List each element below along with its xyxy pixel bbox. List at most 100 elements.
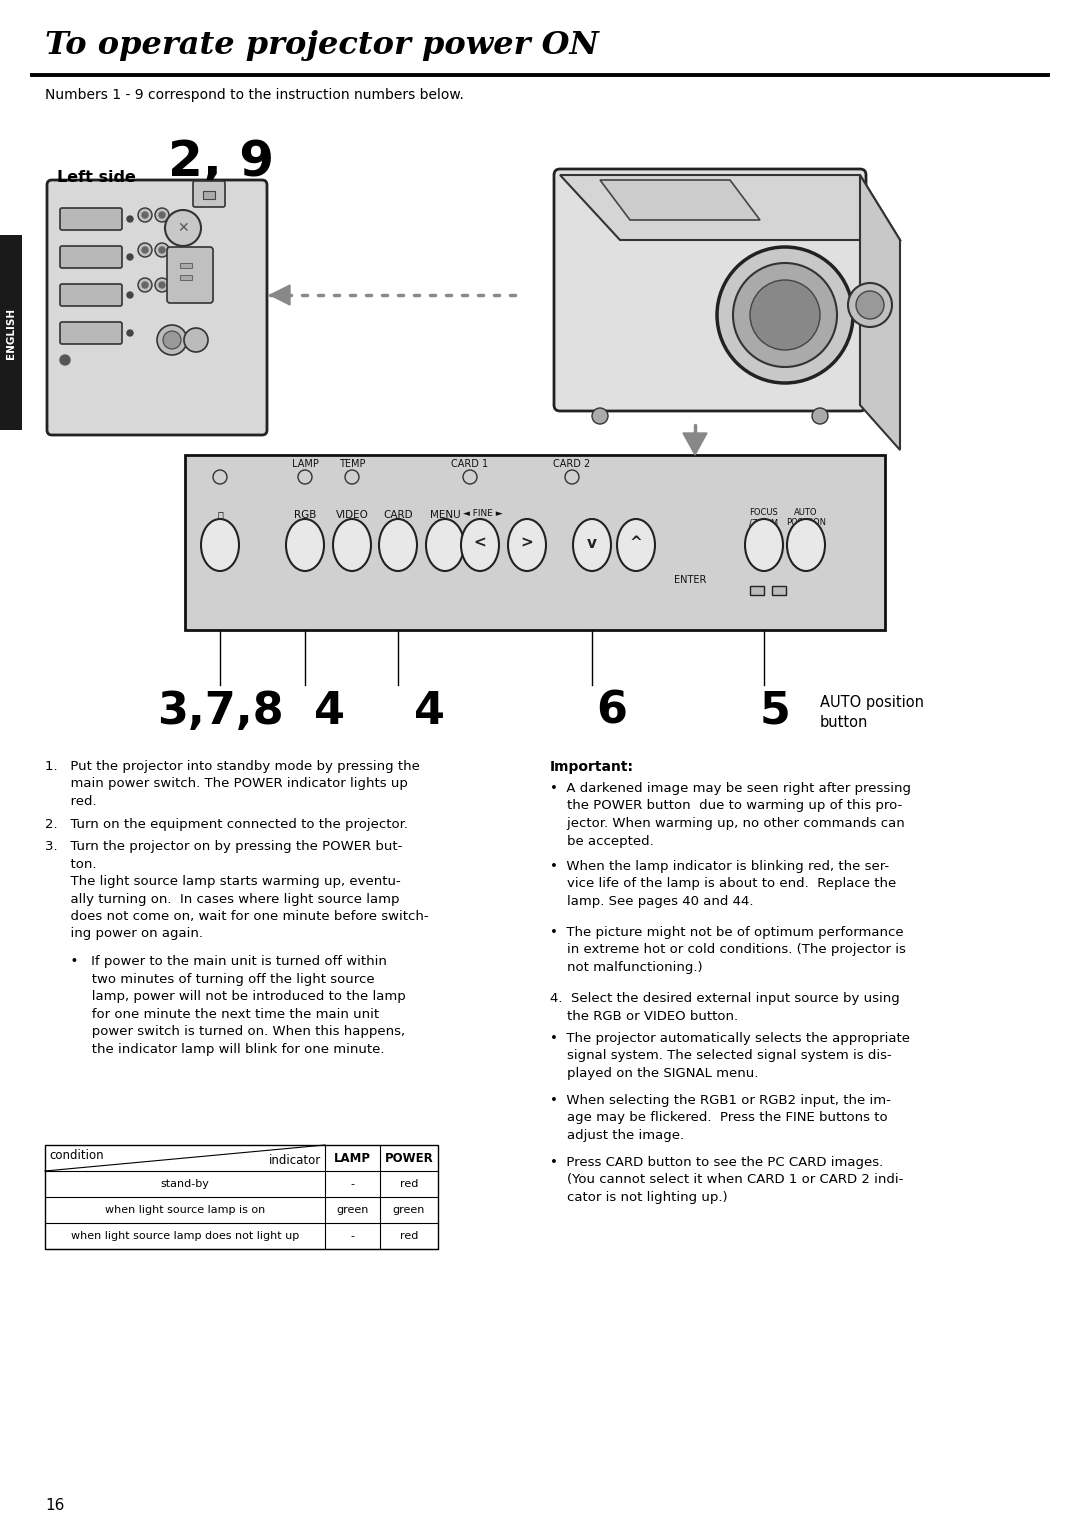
Text: when light source lamp does not light up: when light source lamp does not light up xyxy=(71,1232,299,1241)
Text: VIDEO: VIDEO xyxy=(336,510,368,520)
Bar xyxy=(0,235,22,429)
Polygon shape xyxy=(860,176,900,451)
Text: ◄ FINE ►: ◄ FINE ► xyxy=(463,509,503,518)
Text: when light source lamp is on: when light source lamp is on xyxy=(105,1206,265,1215)
Circle shape xyxy=(141,212,148,219)
Circle shape xyxy=(138,278,152,292)
Circle shape xyxy=(812,408,828,423)
Circle shape xyxy=(159,248,165,254)
Circle shape xyxy=(717,248,853,384)
Text: 3,7,8: 3,7,8 xyxy=(157,691,283,733)
Ellipse shape xyxy=(286,520,324,571)
Circle shape xyxy=(156,243,168,257)
Ellipse shape xyxy=(617,520,654,571)
Text: red: red xyxy=(400,1180,418,1189)
Polygon shape xyxy=(270,286,291,306)
Bar xyxy=(203,191,215,199)
Ellipse shape xyxy=(201,520,239,571)
FancyBboxPatch shape xyxy=(60,208,122,231)
Circle shape xyxy=(127,254,133,260)
Text: 4.  Select the desired external input source by using
    the RGB or VIDEO butto: 4. Select the desired external input sou… xyxy=(550,992,900,1022)
Circle shape xyxy=(157,325,187,354)
FancyBboxPatch shape xyxy=(60,246,122,267)
Ellipse shape xyxy=(426,520,464,571)
Circle shape xyxy=(127,215,133,222)
Polygon shape xyxy=(600,180,760,220)
FancyBboxPatch shape xyxy=(60,322,122,344)
Text: ^: ^ xyxy=(630,535,643,550)
Circle shape xyxy=(345,471,359,484)
Ellipse shape xyxy=(573,520,611,571)
Circle shape xyxy=(592,408,608,423)
Text: ✕: ✕ xyxy=(177,222,189,235)
Text: 16: 16 xyxy=(45,1497,65,1513)
Ellipse shape xyxy=(379,520,417,571)
Circle shape xyxy=(856,290,885,319)
Text: 4: 4 xyxy=(415,691,446,733)
Text: 1.   Put the projector into standby mode by pressing the
      main power switch: 1. Put the projector into standby mode b… xyxy=(45,759,420,808)
Text: •  The picture might not be of optimum performance
    in extreme hot or cold co: • The picture might not be of optimum pe… xyxy=(550,926,906,973)
Text: 2.   Turn on the equipment connected to the projector.: 2. Turn on the equipment connected to th… xyxy=(45,817,408,831)
FancyBboxPatch shape xyxy=(60,284,122,306)
FancyBboxPatch shape xyxy=(167,248,213,303)
Circle shape xyxy=(163,332,181,348)
Text: •  Press CARD button to see the PC CARD images.
    (You cannot select it when C: • Press CARD button to see the PC CARD i… xyxy=(550,1157,903,1204)
Circle shape xyxy=(463,471,477,484)
Text: LAMP: LAMP xyxy=(292,458,319,469)
Text: FOCUS
/ZOOM: FOCUS /ZOOM xyxy=(750,507,779,527)
Text: TEMP: TEMP xyxy=(339,458,365,469)
Text: Important:: Important: xyxy=(550,759,634,775)
Text: RGB: RGB xyxy=(294,510,316,520)
Text: 3.   Turn the projector on by pressing the POWER but-
      ton.
      The light: 3. Turn the projector on by pressing the… xyxy=(45,840,429,941)
Circle shape xyxy=(565,471,579,484)
Text: ENGLISH: ENGLISH xyxy=(6,307,16,359)
Text: •  When the lamp indicator is blinking red, the ser-
    vice life of the lamp i: • When the lamp indicator is blinking re… xyxy=(550,860,896,908)
Text: -: - xyxy=(351,1180,354,1189)
Text: Numbers 1 - 9 correspond to the instruction numbers below.: Numbers 1 - 9 correspond to the instruct… xyxy=(45,89,464,102)
Ellipse shape xyxy=(461,520,499,571)
Text: 2, 9: 2, 9 xyxy=(168,138,274,186)
Text: LAMP: LAMP xyxy=(334,1152,372,1164)
Circle shape xyxy=(156,278,168,292)
Text: ⏻: ⏻ xyxy=(217,510,222,520)
Text: v: v xyxy=(588,535,597,550)
Text: -: - xyxy=(351,1232,354,1241)
Ellipse shape xyxy=(333,520,372,571)
Text: stand-by: stand-by xyxy=(161,1180,210,1189)
Bar xyxy=(180,275,192,280)
Ellipse shape xyxy=(508,520,546,571)
Text: •  The projector automatically selects the appropriate
    signal system. The se: • The projector automatically selects th… xyxy=(550,1031,910,1080)
Circle shape xyxy=(750,280,820,350)
Text: 4: 4 xyxy=(314,691,346,733)
Text: indicator: indicator xyxy=(269,1154,321,1167)
Ellipse shape xyxy=(745,520,783,571)
Bar xyxy=(185,455,885,630)
Circle shape xyxy=(213,471,227,484)
Text: •  A darkened image may be seen right after pressing
    the POWER button  due t: • A darkened image may be seen right aft… xyxy=(550,782,912,848)
Text: •  When selecting the RGB1 or RGB2 input, the im-
    age may be flickered.  Pre: • When selecting the RGB1 or RGB2 input,… xyxy=(550,1094,891,1141)
Text: POWER: POWER xyxy=(384,1152,433,1164)
Circle shape xyxy=(733,263,837,367)
Text: green: green xyxy=(336,1206,368,1215)
Circle shape xyxy=(159,283,165,287)
Text: red: red xyxy=(400,1232,418,1241)
Text: Left side: Left side xyxy=(57,170,136,185)
Polygon shape xyxy=(683,432,707,455)
Circle shape xyxy=(138,243,152,257)
Bar xyxy=(45,1144,438,1248)
Text: MENU: MENU xyxy=(430,510,460,520)
Circle shape xyxy=(138,208,152,222)
Circle shape xyxy=(159,212,165,219)
Text: AUTO
POSITION: AUTO POSITION xyxy=(786,507,826,527)
Bar xyxy=(180,263,192,267)
Text: To operate projector power ON: To operate projector power ON xyxy=(45,31,598,61)
Text: •   If power to the main unit is turned off within
           two minutes of tur: • If power to the main unit is turned of… xyxy=(45,955,406,1056)
Text: AUTO position
button: AUTO position button xyxy=(820,695,924,730)
FancyBboxPatch shape xyxy=(48,180,267,435)
Circle shape xyxy=(156,208,168,222)
Circle shape xyxy=(141,283,148,287)
Circle shape xyxy=(298,471,312,484)
Bar xyxy=(750,587,764,594)
Text: <: < xyxy=(474,535,486,550)
Text: 5: 5 xyxy=(759,691,791,733)
